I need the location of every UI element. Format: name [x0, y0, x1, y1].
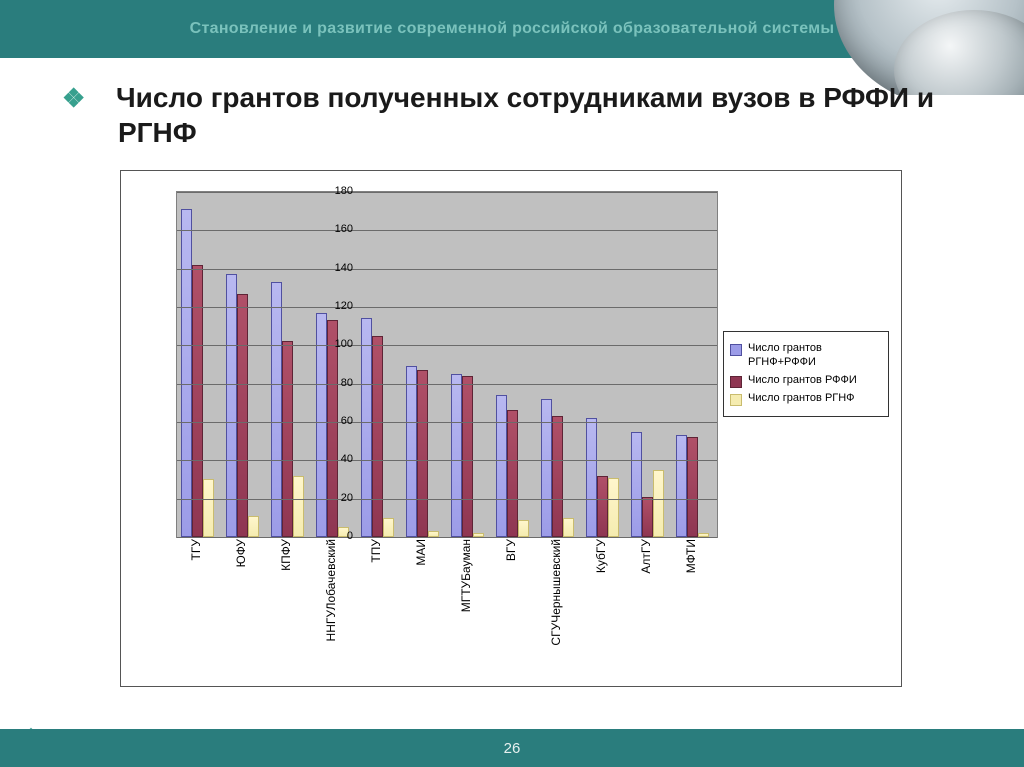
- x-axis-labels: ТГУ ЮФУ КПФУ ННГУЛобачевский ТПУ МАИ МГТУБаума…: [176, 539, 716, 679]
- bar: [451, 374, 462, 537]
- bar: [462, 376, 473, 537]
- legend-item: Число грантов РФФИ: [730, 374, 882, 388]
- bar: [282, 341, 293, 537]
- bar: [293, 476, 304, 537]
- x-tick-label: КубГУ: [594, 539, 608, 573]
- x-tick-label: МФТИ: [684, 539, 698, 573]
- x-tick-label: СГУЧернышевский: [549, 539, 563, 646]
- bullet-icon: ❖: [90, 82, 116, 115]
- bar: [192, 265, 203, 537]
- y-tick-label: 20: [313, 492, 353, 504]
- x-tick-label: КПФУ: [279, 539, 293, 571]
- bar: [507, 410, 518, 537]
- chart-panel: ТГУ ЮФУ КПФУ ННГУЛобачевский ТПУ МАИ МГТУБаума…: [120, 170, 902, 687]
- gridline: [177, 192, 717, 193]
- bar: [631, 432, 642, 538]
- bar: [608, 478, 619, 538]
- x-tick-label: ТПУ: [369, 539, 383, 563]
- bar: [226, 274, 237, 537]
- bar: [653, 470, 664, 537]
- x-tick-label: ВГУ: [504, 539, 518, 561]
- legend-swatch: [730, 376, 742, 388]
- slide: Становление и развитие современной росси…: [0, 0, 1024, 767]
- bar: [181, 209, 192, 537]
- gridline: [177, 537, 717, 538]
- y-tick-label: 60: [313, 415, 353, 427]
- gridline: [177, 230, 717, 231]
- bar: [586, 418, 597, 537]
- bar: [597, 476, 608, 537]
- heading-text: Число грантов полученных сотрудниками ву…: [116, 82, 934, 148]
- x-tick-label: МГТУБауман: [459, 539, 473, 612]
- legend-item: Число грантов РГНФ+РФФИ: [730, 342, 882, 370]
- legend-label: Число грантов РГНФ: [748, 392, 855, 406]
- x-tick-label: ННГУЛобачевский: [324, 539, 338, 641]
- y-tick-label: 40: [313, 453, 353, 465]
- legend: Число грантов РГНФ+РФФИ Число грантов РФФ…: [723, 331, 889, 417]
- y-tick-label: 140: [313, 262, 353, 274]
- bar: [541, 399, 552, 537]
- gridline: [177, 307, 717, 308]
- page-number: 26: [504, 740, 521, 757]
- bar: [372, 336, 383, 537]
- y-tick-label: 180: [313, 185, 353, 197]
- bar: [642, 497, 653, 537]
- bar: [327, 320, 338, 537]
- gridline: [177, 269, 717, 270]
- bar: [676, 435, 687, 537]
- plot-area: [176, 191, 718, 538]
- gridline: [177, 345, 717, 346]
- bar: [518, 520, 529, 537]
- header-title: Становление и развитие современной росси…: [190, 20, 835, 38]
- bar: [383, 518, 394, 537]
- bar: [563, 518, 574, 537]
- content-area: ❖Число грантов полученных сотрудниками в…: [60, 80, 964, 150]
- bar: [687, 437, 698, 537]
- y-tick-label: 80: [313, 377, 353, 389]
- footer-bar: 26: [0, 729, 1024, 767]
- gridline: [177, 384, 717, 385]
- y-tick-label: 120: [313, 300, 353, 312]
- y-tick-label: 100: [313, 338, 353, 350]
- bar: [417, 370, 428, 537]
- bar: [406, 366, 417, 537]
- legend-label: Число грантов РГНФ+РФФИ: [748, 342, 882, 370]
- bar: [552, 416, 563, 537]
- chart-heading: ❖Число грантов полученных сотрудниками в…: [60, 80, 964, 150]
- x-tick-label: МАИ: [414, 539, 428, 566]
- gridline: [177, 499, 717, 500]
- bar: [248, 516, 259, 537]
- x-tick-label: ЮФУ: [234, 539, 248, 567]
- bar: [496, 395, 507, 537]
- y-tick-label: 0: [313, 530, 353, 542]
- legend-swatch: [730, 394, 742, 406]
- gridline: [177, 460, 717, 461]
- y-tick-label: 160: [313, 223, 353, 235]
- legend-swatch: [730, 344, 742, 356]
- legend-item: Число грантов РГНФ: [730, 392, 882, 406]
- x-tick-label: АлтГУ: [639, 539, 653, 574]
- bar: [203, 479, 214, 537]
- gridline: [177, 422, 717, 423]
- x-tick-label: ТГУ: [189, 539, 203, 560]
- legend-label: Число грантов РФФИ: [748, 374, 857, 388]
- bar: [237, 294, 248, 538]
- bar: [361, 318, 372, 537]
- bars-container: [177, 192, 717, 537]
